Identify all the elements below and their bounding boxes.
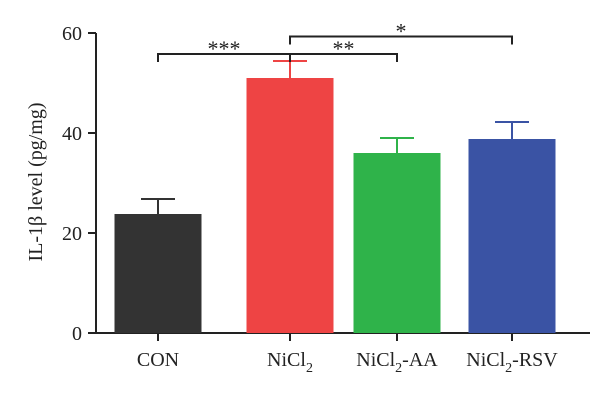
significance-label: *** [208,36,241,61]
x-tick-label: NiCl2-RSV [466,349,558,376]
bar-nicl2-rsv [468,139,556,333]
y-tick-label: 40 [62,123,82,145]
x-tick-label: NiCl2-AA [356,349,438,376]
y-tick-label: 60 [62,23,82,45]
y-tick-label: 20 [62,223,82,245]
y-tick-label: 0 [72,323,82,345]
bar-nicl2-aa [353,153,441,333]
x-tick-label: NiCl2 [267,349,313,376]
y-axis-label: IL-1β level (pg/mg) [25,102,47,261]
significance-label: * [396,19,407,44]
significance-label: ** [333,36,355,61]
x-tick-label: CON [137,349,179,371]
bar-nicl2 [246,78,334,333]
bar-con [114,214,202,333]
significance-bracket [289,53,398,62]
significance-bracket [289,35,513,45]
